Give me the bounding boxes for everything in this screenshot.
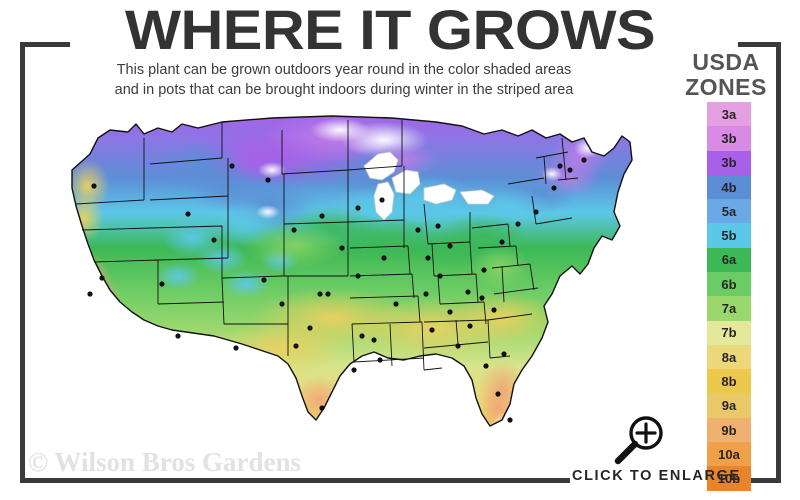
national-border: [71, 115, 633, 427]
zone-swatch-10b-15[interactable]: 10b: [707, 466, 751, 491]
magnifier-plus-icon[interactable]: [612, 414, 668, 466]
zone-swatch-9b-13[interactable]: 9b: [707, 417, 751, 443]
zone-swatch-3a-0[interactable]: 3a: [707, 102, 751, 127]
frame-right-edge: [776, 42, 781, 483]
zone-swatch-3b-2[interactable]: 3b: [707, 150, 751, 175]
zone-shading-layer: [72, 116, 632, 426]
subtitle-line-1: This plant can be grown outdoors year ro…: [116, 62, 572, 78]
frame-left-edge: [20, 42, 25, 483]
page-title: WHERE IT GROWS: [124, 0, 656, 61]
zone-swatch-5a-4[interactable]: 5a: [707, 199, 751, 224]
frame-top-right: [738, 42, 781, 47]
frame-bottom-right: [730, 478, 781, 483]
zone-swatch-3b-1[interactable]: 3b: [707, 126, 751, 151]
zone-swatch-7b-9[interactable]: 7b: [707, 320, 751, 345]
zone-swatch-4b-3[interactable]: 4b: [707, 174, 751, 200]
zone-swatch-9a-12[interactable]: 9a: [707, 393, 751, 418]
frame-bottom-left: [20, 478, 570, 483]
zone-swatch-5b-5[interactable]: 5b: [707, 223, 751, 248]
zone-swatch-6b-7[interactable]: 6b: [707, 272, 751, 297]
zone-swatch-7a-8[interactable]: 7a: [707, 296, 751, 321]
zone-swatch-6a-6[interactable]: 6a: [707, 247, 751, 273]
subtitle: This plant can be grown outdoors year ro…: [38, 60, 650, 100]
us-map-svg[interactable]: [32, 108, 672, 458]
city-reference-dots: [87, 157, 587, 423]
subtitle-line-2: and in pots that can be brought indoors …: [114, 82, 574, 98]
great-lakes: [363, 151, 495, 221]
frame-top-left: [20, 42, 70, 47]
legend-title-line-1: USDA: [692, 49, 760, 75]
zone-swatch-8b-11[interactable]: 8b: [707, 369, 751, 394]
state-boundaries: [75, 120, 579, 371]
hardiness-zone-map[interactable]: [32, 108, 672, 458]
click-to-enlarge-label[interactable]: CLICK TO ENLARGE: [572, 468, 741, 484]
zone-swatch-8a-10[interactable]: 8a: [707, 344, 751, 370]
legend-title: USDA ZONES: [666, 50, 786, 100]
legend-title-line-2: ZONES: [685, 74, 767, 100]
watermark: © Wilson Bros Gardens: [28, 447, 301, 477]
zone-legend-swatches: 3a 3b 3b 4b 5a 5b 6a 6b 7a 7b 8a 8b 9a 9b 10a 10b: [707, 102, 751, 491]
zone-swatch-10a-14[interactable]: 10a: [707, 442, 751, 467]
